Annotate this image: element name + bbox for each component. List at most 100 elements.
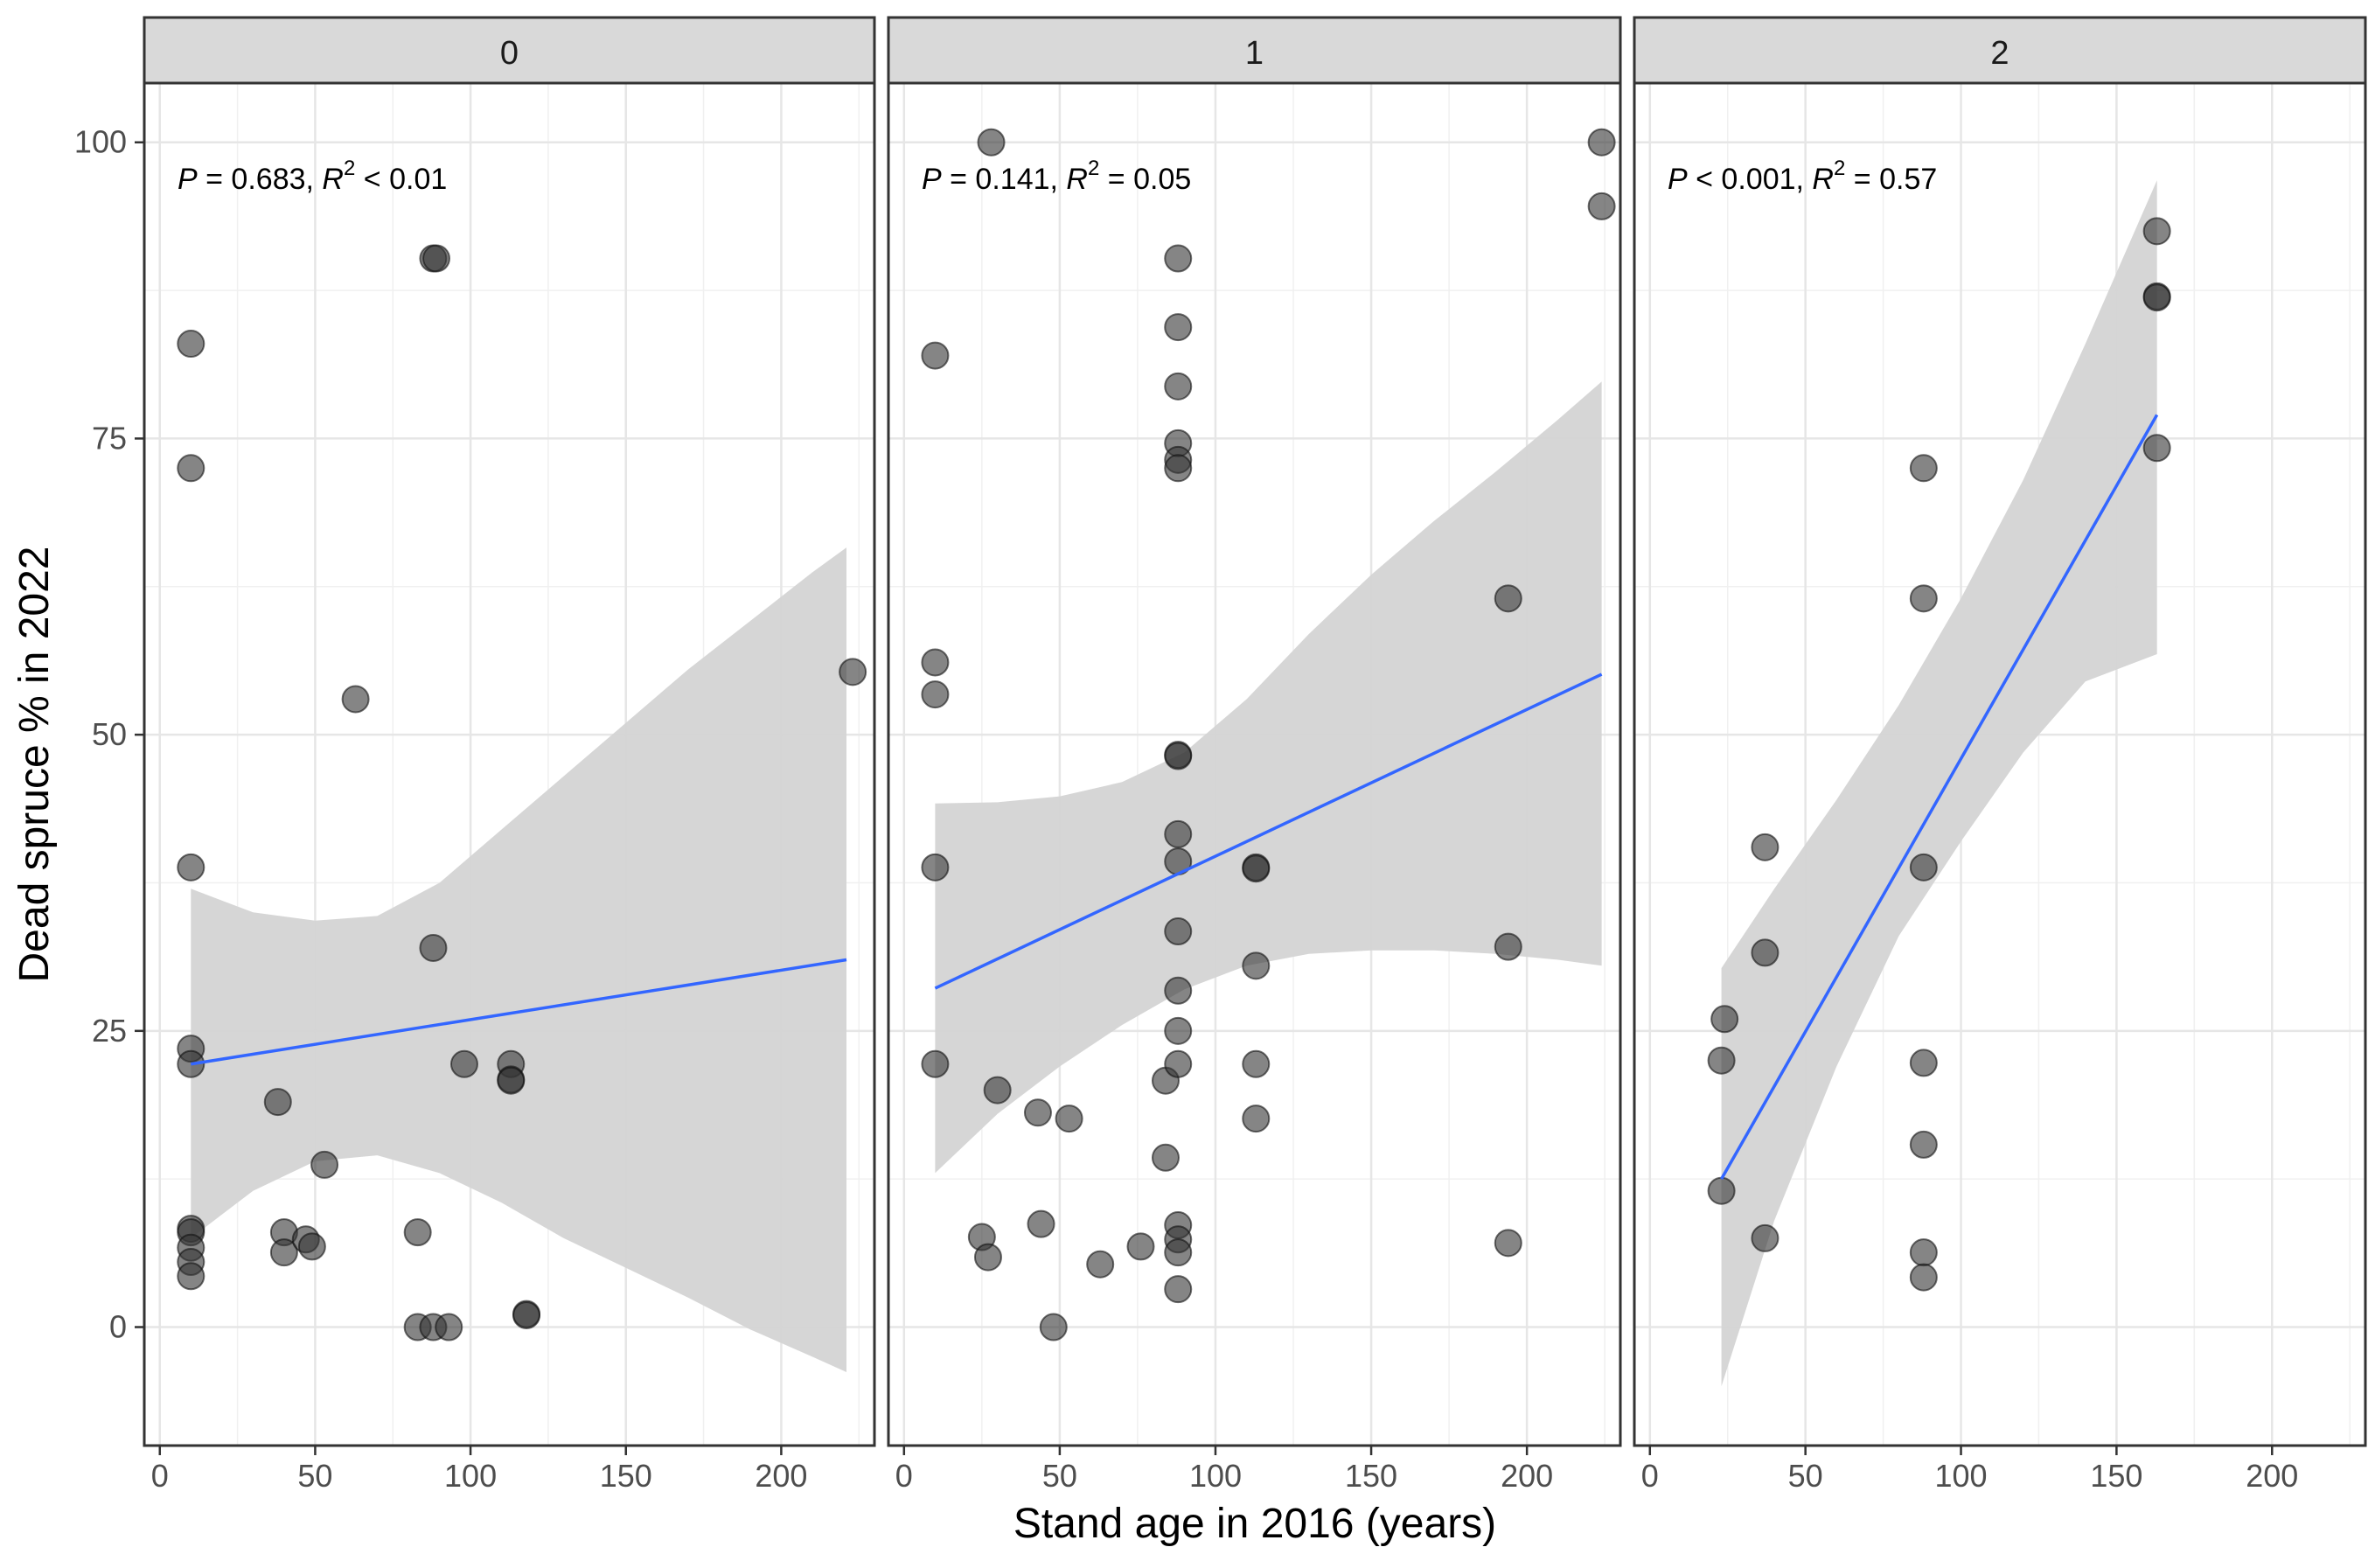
data-point [512, 1300, 541, 1329]
data-point [1164, 244, 1193, 273]
data-point [1751, 1223, 1780, 1252]
data-point [1151, 1143, 1180, 1172]
x-tick-label: 50 [1788, 1458, 1823, 1494]
data-point [921, 853, 950, 882]
data-point [2142, 434, 2171, 463]
facet-strip [1633, 16, 2367, 85]
data-point [1909, 1263, 1938, 1292]
y-axis-title: Dead spruce % in 2022 [11, 547, 58, 983]
stat-annotation: P = 0.683, R2 < 0.01 [178, 157, 447, 196]
p-label: P [922, 163, 942, 196]
confidence-band [935, 381, 1602, 1174]
data-point [1909, 853, 1938, 882]
data-point [435, 1313, 463, 1342]
data-point [1164, 372, 1193, 401]
data-point [1242, 951, 1271, 980]
data-point [1494, 1229, 1522, 1258]
x-tick-label: 200 [755, 1458, 807, 1494]
r-value: = 0.57 [1845, 163, 1937, 196]
x-tick-label: 100 [444, 1458, 497, 1494]
data-point [497, 1066, 526, 1095]
stat-annotation: P < 0.001, R2 = 0.57 [1668, 157, 1937, 196]
data-point [310, 1150, 339, 1179]
x-tick-label: 0 [1641, 1458, 1659, 1494]
data-point [1242, 1105, 1271, 1133]
data-point [1086, 1250, 1115, 1279]
data-point [2142, 217, 2171, 246]
data-point [1242, 854, 1271, 883]
r-label: R [1066, 163, 1088, 196]
confidence-band [1721, 180, 2157, 1387]
data-point [1587, 192, 1616, 220]
x-tick-label: 150 [1345, 1458, 1397, 1494]
x-tick-label: 100 [1189, 1458, 1242, 1494]
data-point [297, 1232, 326, 1261]
facet-strip [887, 16, 1622, 85]
p-value: < 0.001, [1688, 163, 1813, 196]
data-point [983, 1076, 1012, 1105]
data-point [1039, 1313, 1068, 1342]
panel-2: 2P < 0.001, R2 = 0.570 50 100 150 200 [1633, 16, 2367, 1494]
data-point [1164, 917, 1193, 946]
data-point [921, 1049, 950, 1078]
x-tick-label: 50 [1042, 1458, 1077, 1494]
x-tick-label: 200 [1501, 1458, 1553, 1494]
data-point [977, 128, 1006, 157]
data-point [1023, 1098, 1052, 1127]
data-point [1587, 128, 1616, 157]
data-point [1909, 584, 1938, 613]
y-tick-label: 100 [74, 124, 127, 160]
y-tick-label: 75 [92, 420, 127, 456]
x-tick-label: 0 [895, 1458, 913, 1494]
x-tick-label: 200 [2246, 1458, 2298, 1494]
confidence-band [191, 547, 847, 1372]
data-point [1710, 1005, 1739, 1034]
data-point [177, 330, 205, 359]
data-point [1164, 1275, 1193, 1304]
data-point [1909, 1049, 1938, 1077]
data-point [269, 1238, 298, 1267]
data-point [419, 933, 448, 962]
x-axis-title: Stand age in 2016 (years) [1013, 1501, 1496, 1547]
p-label: P [178, 163, 198, 196]
r-value: < 0.01 [355, 163, 447, 196]
data-point [1126, 1232, 1155, 1261]
data-point [177, 454, 205, 483]
data-point [1164, 976, 1193, 1005]
data-point [1909, 1130, 1938, 1159]
data-point [1164, 1049, 1193, 1078]
data-point [1242, 1049, 1271, 1078]
p-label: P [1668, 163, 1688, 196]
data-point [1164, 1016, 1193, 1045]
data-point [2142, 283, 2171, 312]
data-point [1055, 1105, 1083, 1133]
x-tick-label: 150 [2090, 1458, 2142, 1494]
data-point [177, 853, 205, 882]
panel-0: 0 P = 0.683, R2 < 0.01 0 50 100 150 200 0 25 50 75… [74, 16, 876, 1494]
r-label: R [1812, 163, 1834, 196]
facet-strip-label: 0 [500, 35, 519, 72]
x-tick-label: 0 [151, 1458, 169, 1494]
data-point [403, 1218, 432, 1247]
x-tick-label: 50 [297, 1458, 332, 1494]
data-point [921, 341, 950, 370]
data-point [1494, 932, 1522, 961]
data-point [177, 1262, 205, 1291]
data-point [1164, 313, 1193, 342]
data-point [341, 685, 370, 714]
stat-annotation: P = 0.141, R2 = 0.05 [922, 157, 1191, 196]
data-point [921, 680, 950, 709]
regression-line [934, 672, 1603, 990]
data-point [839, 658, 867, 686]
r-exponent: 2 [344, 157, 355, 180]
data-point [263, 1088, 292, 1117]
data-point [1164, 819, 1193, 848]
data-point [1909, 454, 1938, 483]
r-value: = 0.05 [1099, 163, 1191, 196]
x-tick-label: 100 [1934, 1458, 1987, 1494]
data-point [422, 244, 450, 273]
data-point [973, 1243, 1002, 1272]
data-point [1751, 938, 1780, 967]
facet-strip [143, 16, 876, 85]
data-point [921, 648, 950, 677]
